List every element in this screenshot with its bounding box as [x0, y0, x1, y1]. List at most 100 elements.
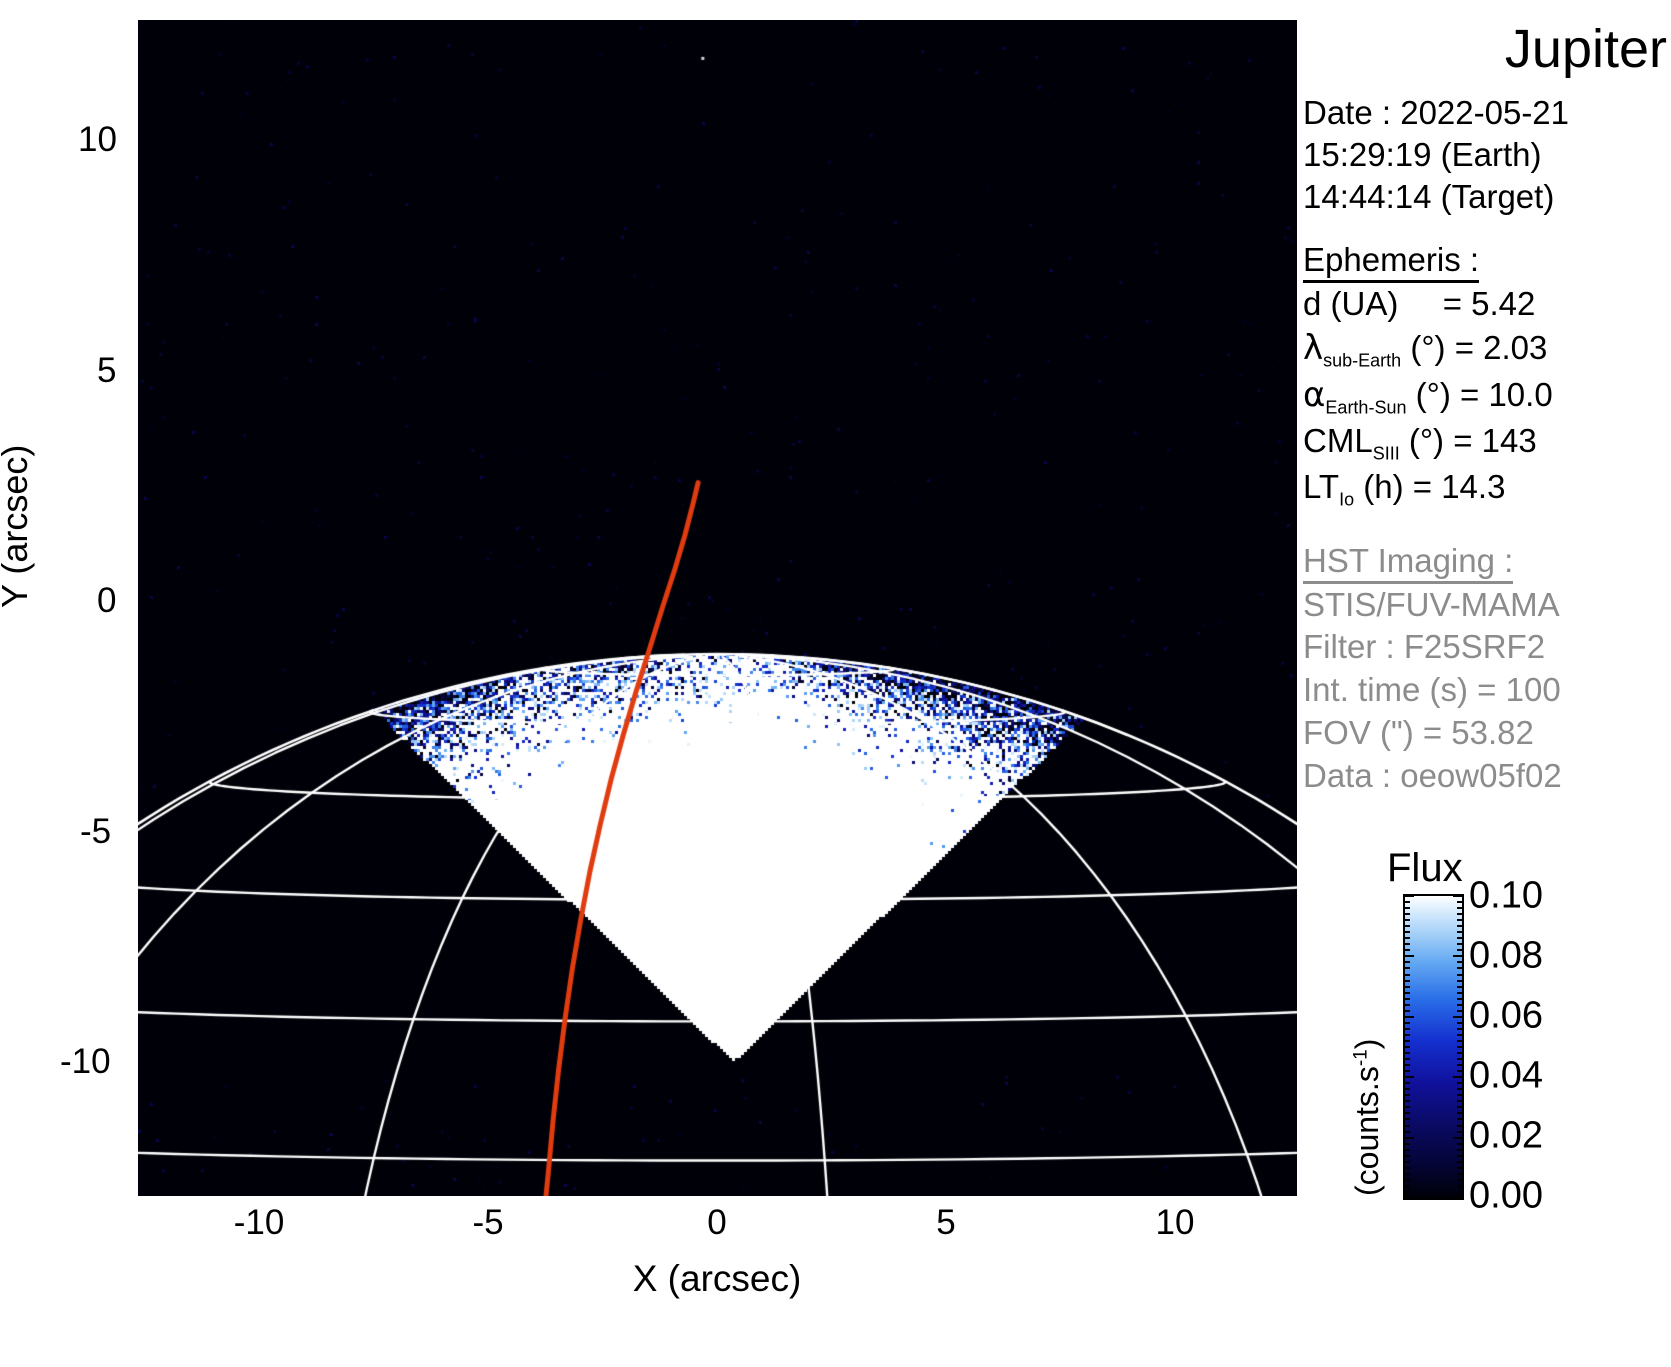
- colorbar-minor-tick: [1405, 1064, 1410, 1067]
- colorbar-minor-tick: [1457, 931, 1462, 934]
- degree-unit: (°): [1415, 375, 1451, 413]
- hst-imaging-heading: HST Imaging :: [1303, 542, 1514, 584]
- colorbar-minor-tick: [1457, 1021, 1462, 1024]
- ephemeris-phase-value: = 10.0: [1460, 375, 1553, 413]
- colorbar-minor-tick: [1457, 925, 1462, 928]
- earth-sun-subscript: Earth-Sun: [1325, 397, 1407, 418]
- colorbar-minor-tick: [1405, 1046, 1410, 1048]
- hst-filter: Filter : F25SRF2: [1303, 628, 1546, 666]
- colorbar-major-tick: [1453, 1076, 1462, 1079]
- colorbar-minor-tick: [1457, 967, 1462, 970]
- observation-time-earth: 15:29:19 (Earth): [1303, 136, 1542, 174]
- ephemeris-phase-angle: αEarth-Sun (°) = 10.0: [1303, 373, 1671, 420]
- colorbar-major-tick: [1405, 1015, 1414, 1018]
- colorbar-label: 0.10: [1469, 874, 1543, 917]
- colorbar-unit-suffix: ): [1349, 1038, 1385, 1050]
- colorbar-tickmarks: [1405, 895, 1462, 1199]
- ephemeris-sub-earth-value: = 2.03: [1454, 328, 1548, 366]
- colorbar-major-tick: [1405, 895, 1414, 897]
- colorbar-minor-tick: [1405, 937, 1410, 940]
- lambda-symbol: λ: [1303, 327, 1324, 368]
- colorbar-minor-tick: [1457, 1070, 1462, 1073]
- x-tick: -5: [472, 1203, 504, 1242]
- page-title: Jupiter: [1504, 19, 1667, 79]
- colorbar-minor-tick: [1405, 925, 1410, 928]
- colorbar-label: 0.06: [1469, 994, 1543, 1037]
- colorbar-minor-tick: [1457, 1130, 1462, 1133]
- colorbar-minor-tick: [1457, 1027, 1462, 1030]
- degree-unit: (°): [1408, 421, 1445, 459]
- colorbar-minor-tick: [1405, 1172, 1410, 1175]
- colorbar-minor-tick: [1405, 1148, 1410, 1151]
- jupiter-aurora-image: [138, 20, 1297, 1196]
- siii-subscript: SIII: [1372, 443, 1400, 464]
- x-axis-label: X (arcsec): [632, 1258, 802, 1299]
- colorbar-minor-tick: [1457, 1172, 1462, 1175]
- colorbar-minor-tick: [1405, 901, 1410, 904]
- colorbar-minor-tick: [1457, 1058, 1462, 1061]
- colorbar-unit-prefix: (counts.s: [1349, 1066, 1385, 1196]
- alpha-symbol: α: [1303, 374, 1326, 415]
- hst-data-id: Data : oeow05f02: [1303, 757, 1562, 795]
- ephemeris-block: Ephemeris : d (UA) = 5.42 λsub-Earth (°)…: [1303, 219, 1671, 512]
- x-tick: 10: [1155, 1203, 1195, 1242]
- y-axis-label: Y (arcsec): [0, 444, 35, 608]
- colorbar-minor-tick: [1405, 1027, 1410, 1030]
- y-tick: 10: [78, 120, 117, 159]
- colorbar-title: Flux: [1387, 846, 1463, 890]
- colorbar-minor-tick: [1405, 1009, 1410, 1012]
- colorbar-minor-tick: [1457, 1106, 1462, 1109]
- colorbar-minor-tick: [1405, 961, 1410, 964]
- cml-label: CML: [1303, 421, 1373, 459]
- colorbar-minor-tick: [1405, 1166, 1410, 1169]
- y-tick: 0: [97, 581, 117, 620]
- image-plot-panel: [138, 20, 1297, 1196]
- colorbar-minor-tick: [1457, 1088, 1462, 1091]
- colorbar-minor-tick: [1457, 985, 1462, 988]
- colorbar-minor-tick: [1405, 1112, 1410, 1115]
- degree-unit: (°): [1410, 328, 1446, 366]
- colorbar-minor-tick: [1405, 907, 1410, 910]
- x-tick: 5: [936, 1203, 956, 1242]
- colorbar-minor-tick: [1457, 913, 1462, 916]
- colorbar-minor-tick: [1457, 1178, 1462, 1181]
- colorbar-minor-tick: [1405, 1070, 1410, 1073]
- colorbar-minor-tick: [1405, 985, 1410, 988]
- colorbar-minor-tick: [1457, 907, 1462, 910]
- observation-info-panel: Jupiter Date : 2022-05-21 15:29:19 (Eart…: [1303, 10, 1671, 798]
- colorbar-minor-tick: [1405, 979, 1410, 982]
- colorbar-minor-tick: [1457, 1094, 1462, 1097]
- colorbar-minor-tick: [1405, 1039, 1410, 1042]
- colorbar-minor-tick: [1405, 1124, 1410, 1127]
- colorbar-minor-tick: [1405, 991, 1410, 994]
- ephemeris-sub-earth-latitude: λsub-Earth (°) = 2.03: [1303, 326, 1671, 373]
- colorbar-minor-tick: [1457, 1033, 1462, 1036]
- colorbar-minor-tick: [1405, 973, 1410, 976]
- colorbar-minor-tick: [1405, 1088, 1410, 1091]
- ephemeris-distance-value: = 5.42: [1442, 284, 1536, 322]
- colorbar-minor-tick: [1405, 1082, 1410, 1085]
- colorbar-minor-tick: [1405, 1190, 1410, 1193]
- colorbar-minor-tick: [1457, 1112, 1462, 1115]
- colorbar-gradient: [1403, 894, 1464, 1200]
- colorbar-label: 0.04: [1469, 1054, 1543, 1097]
- sub-earth-subscript: sub-Earth: [1323, 350, 1402, 371]
- ephemeris-cml-value: = 143: [1453, 421, 1537, 459]
- colorbar-minor-tick: [1457, 997, 1462, 1000]
- colorbar-minor-tick: [1457, 937, 1462, 940]
- x-tick: -10: [233, 1203, 285, 1242]
- ephemeris-cml: CMLSIII (°) = 143: [1303, 420, 1671, 466]
- colorbar-minor-tick: [1405, 1052, 1410, 1055]
- colorbar-minor-tick: [1457, 1003, 1462, 1006]
- colorbar-minor-tick: [1457, 1082, 1462, 1085]
- colorbar-minor-tick: [1457, 979, 1462, 982]
- colorbar-minor-tick: [1405, 1178, 1410, 1181]
- colorbar-minor-tick: [1405, 1003, 1410, 1006]
- colorbar-minor-tick: [1405, 943, 1410, 946]
- colorbar-minor-tick: [1457, 1039, 1462, 1042]
- ephemeris-distance-label: d (UA): [1303, 284, 1399, 322]
- colorbar-minor-tick: [1457, 1148, 1462, 1151]
- colorbar-minor-tick: [1457, 1184, 1462, 1187]
- y-tick: 5: [97, 351, 117, 390]
- observation-date: Date : 2022-05-21: [1303, 94, 1570, 131]
